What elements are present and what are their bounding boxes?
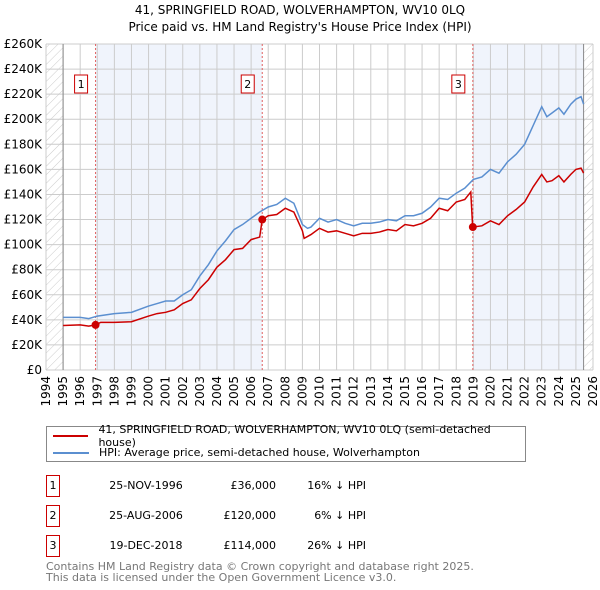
x-tick-label: 2010: [313, 376, 327, 407]
x-tick-label: 2013: [364, 376, 378, 407]
shaded-period: [95, 44, 263, 370]
footer-licence: This data is licensed under the Open Gov…: [46, 571, 397, 584]
x-tick-label: 2008: [278, 376, 292, 407]
x-tick-label: 2002: [176, 376, 190, 407]
chart-subtitle: Price paid vs. HM Land Registry's House …: [128, 20, 472, 34]
x-tick-label: 1996: [73, 376, 87, 407]
y-tick-label: £20K: [11, 338, 43, 352]
y-tick-label: £60K: [11, 288, 43, 302]
x-tick-label: 2011: [330, 376, 344, 407]
x-tick-label: 2012: [347, 376, 361, 407]
y-tick-label: £140K: [4, 187, 44, 201]
x-tick-label: 2020: [483, 376, 497, 407]
y-tick-label: £200K: [4, 112, 44, 126]
marker-badge: 1: [46, 475, 60, 497]
x-tick-label: 2000: [142, 376, 156, 407]
x-tick-label: 1994: [39, 376, 53, 407]
sale-marker-box: [74, 74, 89, 94]
marker-badge: 2: [46, 505, 60, 527]
x-tick-label: 2023: [535, 376, 549, 407]
hpi-diff: 26% ↓ HPI: [307, 539, 366, 552]
x-tick-label: 2009: [295, 376, 309, 407]
sale-marker-box: [451, 74, 466, 94]
hpi-line: [63, 95, 585, 320]
date: 25-NOV-1996: [109, 479, 183, 492]
x-tick-label: 1995: [56, 376, 70, 407]
hpi-diff: 6% ↓ HPI: [314, 509, 366, 522]
sale-marker-label: 1: [78, 78, 85, 91]
sale-point: [91, 320, 100, 329]
x-tick-label: 2001: [159, 376, 173, 407]
y-tick-label: £220K: [4, 87, 44, 101]
price: £36,000: [230, 479, 277, 492]
x-tick-label: 1998: [107, 376, 121, 407]
x-tick-label: 2024: [552, 376, 566, 407]
y-tick-label: £100K: [4, 238, 44, 252]
x-tick-label: 2005: [227, 376, 241, 407]
x-tick-label: 2017: [432, 376, 446, 407]
x-tick-label: 2003: [193, 376, 207, 407]
x-tick-label: 2015: [398, 376, 412, 407]
y-tick-label: £240K: [4, 62, 44, 76]
x-tick-label: 2006: [244, 376, 258, 407]
sale-marker-label: 2: [244, 78, 251, 91]
x-tick-label: 2026: [586, 376, 600, 407]
y-tick-label: £180K: [4, 137, 44, 151]
y-tick-label: £80K: [11, 263, 43, 277]
hatched-no-data: [46, 44, 64, 370]
legend-item-property: 41, SPRINGFIELD ROAD, WOLVERHAMPTON, WV1…: [53, 423, 525, 449]
x-tick-label: 2014: [381, 376, 395, 407]
y-tick-label: £40K: [11, 313, 43, 327]
y-tick-label: £160K: [4, 162, 44, 176]
x-tick-label: 1997: [90, 376, 104, 407]
legend-label: HPI: Average price, semi-detached house,…: [99, 446, 420, 459]
property-price-line: [63, 167, 585, 327]
x-tick-label: 2007: [261, 376, 275, 407]
sale-point: [258, 215, 267, 224]
price: £120,000: [223, 509, 277, 522]
sale-point: [468, 223, 477, 232]
marker-badge: 3: [46, 535, 60, 557]
hatched-no-data: [583, 44, 593, 370]
y-tick-label: £0: [27, 363, 42, 377]
footer-copyright: Contains HM Land Registry data © Crown c…: [46, 560, 474, 573]
x-tick-label: 2004: [210, 376, 224, 407]
x-tick-label: 1999: [124, 376, 138, 407]
x-tick-label: 2018: [449, 376, 463, 407]
legend-item-hpi: HPI: Average price, semi-detached house,…: [53, 444, 420, 461]
x-tick-label: 2021: [501, 376, 515, 407]
chart-title: 41, SPRINGFIELD ROAD, WOLVERHAMPTON, WV1…: [134, 3, 466, 17]
x-tick-label: 2019: [466, 376, 480, 407]
y-tick-label: £120K: [4, 213, 44, 227]
hpi-diff: 16% ↓ HPI: [307, 479, 366, 492]
y-tick-label: £260K: [4, 37, 44, 51]
x-tick-label: 2025: [569, 376, 583, 407]
x-tick-label: 2022: [518, 376, 532, 407]
price-chart: 1994 1995 1996 1997 1998 1999 2000 2001 2002 2003…: [4, 37, 600, 407]
price: £114,000: [223, 539, 277, 552]
legend: 41, SPRINGFIELD ROAD, WOLVERHAMPTON, WV1…: [46, 423, 526, 462]
sale-marker-label: 3: [455, 78, 462, 91]
x-tick-label: 2016: [415, 376, 429, 407]
legend-label: 41, SPRINGFIELD ROAD, WOLVERHAMPTON, WV1…: [98, 422, 491, 449]
shaded-period: [472, 44, 584, 370]
sale-marker-box: [240, 74, 255, 94]
date: 25-AUG-2006: [109, 509, 183, 522]
date: 19-DEC-2018: [109, 539, 183, 552]
